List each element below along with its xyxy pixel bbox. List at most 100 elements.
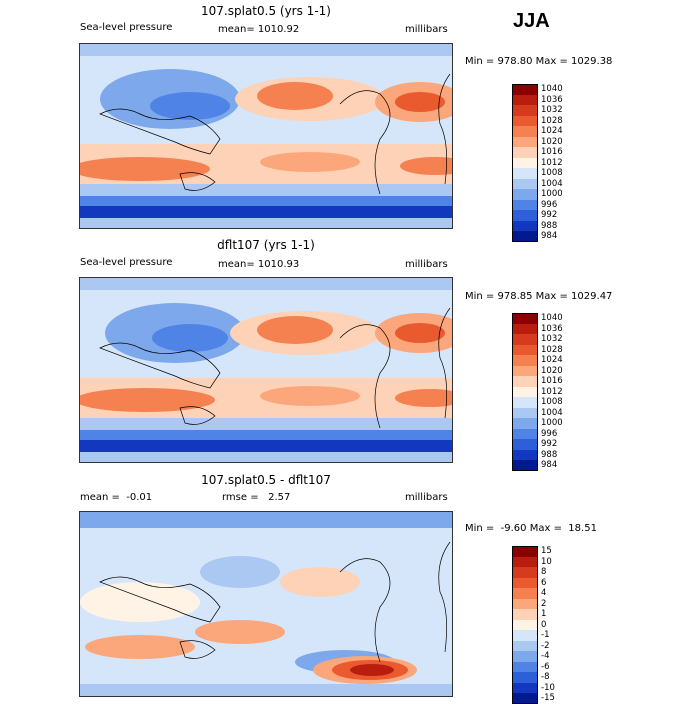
panel-1-colorbar-tick-label: 988: [541, 220, 558, 231]
panel-3-colorbar: 15 10 8 6 4 2 1 0 -1 -2 -4 -6 -8 -10 -15: [512, 546, 555, 704]
panel-1-colorbar-tick-label: 1040: [541, 84, 563, 95]
panel-1-colorbar-tick-label: 1000: [541, 189, 563, 200]
panel-1-colorbar-swatch: [512, 105, 538, 116]
panel-1-colorbar-tick-label: 1036: [541, 94, 563, 105]
panel-1-map: [79, 43, 453, 229]
panel-3-colorbar-swatch: [512, 609, 538, 620]
panel-2-colorbar-row: 1012: [512, 386, 563, 397]
panel-3-colorbar-tick-label: -10: [541, 682, 555, 693]
panel-1-colorbar-swatch: [512, 147, 538, 158]
panel-3-colorbar-tick-label: 4: [541, 588, 547, 599]
panel-2-variable-label: Sea-level pressure: [80, 257, 173, 268]
panel-2-colorbar-row: 1028: [512, 344, 563, 355]
panel-3-colorbar-swatch: [512, 661, 538, 672]
panel-3-colorbar-swatch: [512, 630, 538, 641]
panel-1-colorbar-tick-label: 984: [541, 231, 558, 242]
panel-2-colorbar-row: 992: [512, 439, 563, 450]
panel-1-colorbar-swatch: [512, 157, 538, 168]
panel-2-colorbar-tick-label: 992: [541, 439, 558, 450]
panel-1-colorbar-tick-label: 1032: [541, 105, 563, 116]
panel-3-colorbar-tick-label: -1: [541, 630, 550, 641]
panel-3-colorbar-tick-label: 8: [541, 567, 547, 578]
panel-3-colorbar-row: -10: [512, 682, 555, 693]
panel-2-colorbar-tick-label: 1032: [541, 334, 563, 345]
panel-3-colorbar-tick-label: 0: [541, 619, 547, 630]
panel-3-colorbar-row: -1: [512, 630, 555, 641]
panel-3-colorbar-row: 4: [512, 588, 555, 599]
panel-1-mean-label: mean= 1010.92: [218, 24, 300, 35]
panel-2-colorbar-row: 1024: [512, 355, 563, 366]
panel-3-units-label: millibars: [405, 492, 448, 503]
panel-1-colorbar-swatch: [512, 231, 538, 242]
panel-2-colorbar-swatch: [512, 323, 538, 334]
panel-2-colorbar-row: 996: [512, 428, 563, 439]
panel-3-title: 107.splat0.5 - dflt107: [201, 473, 331, 487]
panel-3-colorbar-tick-label: 6: [541, 577, 547, 588]
panel-2-colorbar: 1040 1036 1032 1028 1024 1020 1016 1012 1008 1004…: [512, 313, 563, 471]
panel-3-colorbar-tick-label: -4: [541, 651, 550, 662]
panel-3-colorbar-row: 2: [512, 598, 555, 609]
panel-2-colorbar-tick-label: 984: [541, 460, 558, 471]
panel-2-colorbar-tick-label: 1016: [541, 376, 563, 387]
season-label: JJA: [513, 10, 550, 32]
panel-2-colorbar-swatch: [512, 313, 538, 324]
panel-3-colorbar-swatch: [512, 567, 538, 578]
panel-1-colorbar-row: 996: [512, 199, 563, 210]
panel-3-colorbar-row: 0: [512, 619, 555, 630]
panel-2-colorbar-swatch: [512, 418, 538, 429]
panel-3-colorbar-tick-label: -2: [541, 640, 550, 651]
panel-2-colorbar-row: 988: [512, 449, 563, 460]
panel-2-colorbar-row: 1040: [512, 313, 563, 324]
panel-2-colorbar-row: 1004: [512, 407, 563, 418]
panel-1-colorbar-swatch: [512, 115, 538, 126]
panel-1-colorbar-swatch: [512, 168, 538, 179]
panel-3-colorbar-row: 6: [512, 577, 555, 588]
panel-1-colorbar-swatch: [512, 199, 538, 210]
panel-3-colorbar-swatch: [512, 577, 538, 588]
panel-3-mean-label: mean = -0.01: [80, 492, 153, 503]
panel-1-colorbar-tick-label: 1020: [541, 136, 563, 147]
panel-3-colorbar-swatch: [512, 588, 538, 599]
panel-1-title: 107.splat0.5 (yrs 1-1): [201, 4, 331, 18]
panel-1-colorbar-row: 1020: [512, 136, 563, 147]
panel-3-colorbar-row: -2: [512, 640, 555, 651]
panel-1-colorbar-tick-label: 1008: [541, 168, 563, 179]
panel-3-colorbar-tick-label: 1: [541, 609, 547, 620]
panel-1-colorbar-row: 1036: [512, 94, 563, 105]
panel-3-minmax-label: Min = -9.60 Max = 18.51: [465, 523, 597, 534]
panel-2-colorbar-tick-label: 1004: [541, 407, 563, 418]
panel-2-map: [79, 277, 453, 463]
panel-3-colorbar-row: 1: [512, 609, 555, 620]
panel-2-colorbar-swatch: [512, 449, 538, 460]
panel-2-colorbar-tick-label: 988: [541, 449, 558, 460]
panel-1-colorbar-row: 984: [512, 231, 563, 242]
panel-1-minmax-label: Min = 978.80 Max = 1029.38: [465, 56, 613, 67]
panel-2-colorbar-row: 1008: [512, 397, 563, 408]
panel-3-rmse-label: rmse = 2.57: [222, 492, 291, 503]
panel-1-colorbar-row: 1032: [512, 105, 563, 116]
panel-1-colorbar-row: 1000: [512, 189, 563, 200]
panel-1-colorbar-row: 1008: [512, 168, 563, 179]
panel-2-colorbar-row: 1020: [512, 365, 563, 376]
panel-2-colorbar-tick-label: 1024: [541, 355, 563, 366]
panel-1-colorbar-row: 1028: [512, 115, 563, 126]
panel-1-colorbar-swatch: [512, 189, 538, 200]
panel-2-colorbar-swatch: [512, 365, 538, 376]
panel-2-minmax-label: Min = 978.85 Max = 1029.47: [465, 291, 613, 302]
panel-3-colorbar-row: -8: [512, 672, 555, 683]
panel-1-colorbar-row: 1004: [512, 178, 563, 189]
panel-2-title: dflt107 (yrs 1-1): [217, 238, 315, 252]
panel-3-colorbar-tick-label: -8: [541, 672, 550, 683]
panel-2-colorbar-tick-label: 1000: [541, 418, 563, 429]
panel-2-colorbar-tick-label: 1012: [541, 386, 563, 397]
panel-3-colorbar-swatch: [512, 672, 538, 683]
panel-2-colorbar-row: 1016: [512, 376, 563, 387]
panel-3-colorbar-swatch: [512, 693, 538, 704]
panel-3-colorbar-swatch: [512, 682, 538, 693]
panel-2-colorbar-swatch: [512, 334, 538, 345]
panel-1-colorbar-row: 1012: [512, 157, 563, 168]
panel-3-colorbar-swatch: [512, 619, 538, 630]
panel-2-colorbar-swatch: [512, 428, 538, 439]
panel-3-colorbar-row: 10: [512, 556, 555, 567]
panel-1-colorbar-row: 988: [512, 220, 563, 231]
